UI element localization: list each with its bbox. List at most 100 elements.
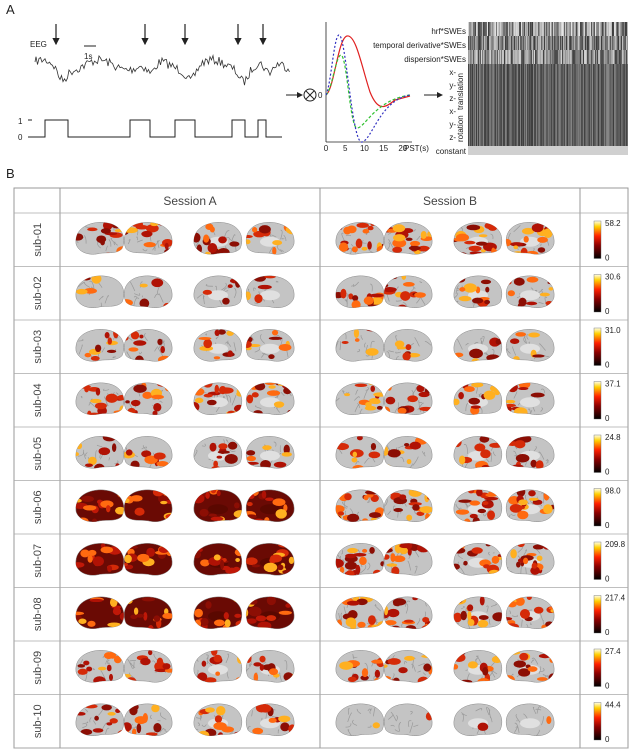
matrix-cell — [471, 50, 472, 64]
activation-blob — [83, 505, 96, 510]
activation-blob — [109, 674, 113, 681]
activation-blob — [71, 542, 83, 546]
matrix-cell — [580, 64, 581, 146]
matrix-cell — [541, 50, 542, 64]
matrix-cell — [472, 64, 473, 146]
activation-blob — [470, 500, 481, 505]
activation-blob — [131, 331, 139, 339]
activation-blob — [288, 724, 296, 733]
activation-blob — [78, 619, 86, 624]
matrix-cell — [580, 36, 581, 50]
matrix-cell — [475, 50, 476, 64]
medial-wall — [520, 397, 540, 407]
activation-blob — [508, 290, 515, 296]
activation-blob — [137, 554, 149, 562]
matrix-cell — [518, 36, 519, 50]
activation-blob — [168, 678, 174, 686]
activation-blob — [272, 330, 278, 336]
matrix-cell — [542, 50, 543, 64]
matrix-cell — [499, 36, 500, 50]
matrix-cell — [551, 50, 552, 64]
activation-blob — [410, 442, 421, 450]
activation-blob — [418, 392, 429, 397]
matrix-cell — [624, 36, 625, 50]
matrix-cell — [591, 22, 592, 36]
activation-blob — [248, 606, 261, 616]
matrix-cell — [596, 64, 597, 146]
matrix-cell — [595, 50, 596, 64]
activation-blob — [117, 490, 127, 498]
matrix-cell — [524, 22, 525, 36]
activation-blob — [514, 660, 526, 667]
matrix-cell — [573, 36, 574, 50]
activation-blob — [515, 332, 526, 337]
activation-blob — [257, 621, 271, 630]
activation-blob — [234, 510, 247, 518]
activation-blob — [237, 655, 245, 664]
matrix-cell — [572, 22, 573, 36]
matrix-cell — [516, 64, 517, 146]
matrix-cell — [480, 64, 481, 146]
matrix-cell — [557, 36, 558, 50]
matrix-cell — [583, 50, 584, 64]
activation-blob — [352, 458, 358, 463]
activation-blob — [529, 498, 539, 501]
activation-blob — [210, 443, 217, 452]
matrix-cell — [482, 36, 483, 50]
activation-blob — [119, 406, 125, 415]
matrix-cell — [488, 36, 489, 50]
group-label: translation — [456, 73, 465, 110]
activation-blob — [80, 549, 89, 557]
activation-blob — [112, 443, 116, 452]
matrix-cell — [577, 50, 578, 64]
matrix-cell — [611, 22, 612, 36]
medial-wall — [520, 718, 540, 728]
matrix-cell — [562, 64, 563, 146]
matrix-cell — [612, 50, 613, 64]
activation-blob — [338, 511, 344, 515]
matrix-cell — [473, 50, 474, 64]
matrix-cell — [571, 36, 572, 50]
matrix-cell — [551, 22, 552, 36]
subject-label: sub-07 — [32, 544, 44, 578]
activation-blob — [265, 382, 276, 385]
matrix-cell — [474, 22, 475, 36]
matrix-cell — [485, 22, 486, 36]
matrix-cell — [602, 36, 603, 50]
matrix-cell — [500, 50, 501, 64]
activation-blob — [143, 713, 148, 723]
matrix-cell — [500, 64, 501, 146]
activation-blob — [193, 648, 201, 656]
matrix-cell — [531, 50, 532, 64]
matrix-cell — [561, 22, 562, 36]
activation-blob — [527, 277, 539, 283]
activation-blob — [458, 392, 464, 399]
matrix-cell — [496, 36, 497, 50]
matrix-cell — [503, 64, 504, 146]
matrix-cell — [618, 36, 619, 50]
matrix-cell — [620, 36, 621, 50]
column-header: Session A — [163, 194, 216, 208]
matrix-cell — [494, 22, 495, 36]
matrix-cell — [541, 64, 542, 146]
activation-blob — [267, 390, 280, 396]
hrf-y-label: 0 — [318, 91, 323, 100]
matrix-cell — [475, 64, 476, 146]
matrix-cell — [586, 50, 587, 64]
activation-blob — [200, 559, 210, 566]
activation-blob — [387, 449, 400, 457]
matrix-cell — [611, 64, 612, 146]
matrix-cell — [495, 36, 496, 50]
activation-blob — [214, 554, 221, 560]
sulcus — [455, 571, 458, 578]
activation-blob — [217, 456, 223, 459]
medial-wall — [260, 344, 280, 354]
activation-blob — [407, 395, 418, 402]
brain — [336, 650, 385, 686]
activation-blob — [194, 609, 203, 618]
matrix-cell — [559, 36, 560, 50]
activation-blob — [234, 502, 240, 508]
matrix-cell — [573, 22, 574, 36]
matrix-cell — [585, 36, 586, 50]
